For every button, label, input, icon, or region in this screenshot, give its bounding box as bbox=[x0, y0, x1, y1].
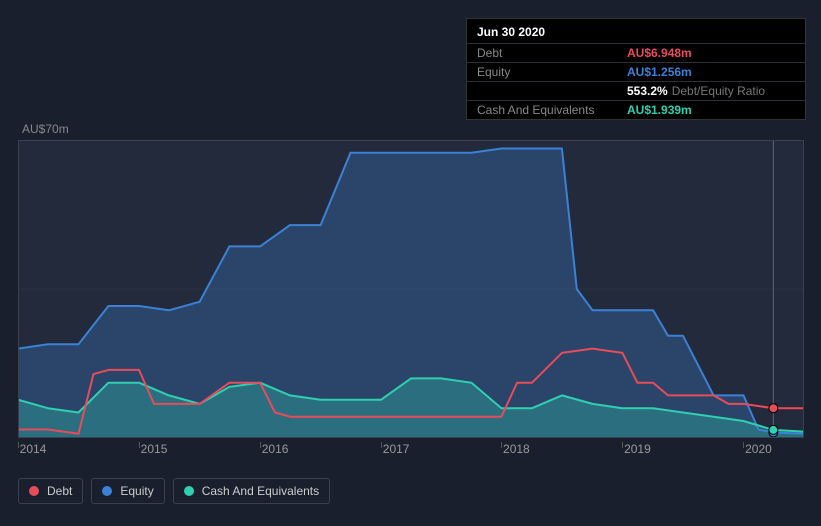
tooltip-row-value: AU$6.948m bbox=[627, 46, 692, 60]
x-tick-mark bbox=[743, 442, 744, 448]
x-tick-mark bbox=[622, 442, 623, 448]
x-axis-tick-label: 2017 bbox=[383, 442, 410, 456]
x-tick-mark bbox=[381, 442, 382, 448]
tooltip-row-label: Equity bbox=[477, 65, 627, 79]
legend-item-debt[interactable]: Debt bbox=[18, 478, 83, 504]
tooltip-row: Cash And EquivalentsAU$1.939m bbox=[467, 100, 805, 119]
x-axis: 2014 2015 2016 2017 2018 2019 2020 bbox=[18, 442, 804, 462]
tooltip-date: Jun 30 2020 bbox=[467, 19, 805, 43]
tooltip-row-label bbox=[477, 84, 627, 98]
legend-item-label: Cash And Equivalents bbox=[202, 484, 319, 498]
x-axis-tick-label: 2016 bbox=[262, 442, 289, 456]
legend-swatch-icon bbox=[184, 486, 194, 496]
legend-swatch-icon bbox=[102, 486, 112, 496]
legend-item-label: Equity bbox=[120, 484, 153, 498]
legend-item-equity[interactable]: Equity bbox=[91, 478, 164, 504]
tooltip-row: EquityAU$1.256m bbox=[467, 62, 805, 81]
legend-item-cash-and-equivalents[interactable]: Cash And Equivalents bbox=[173, 478, 330, 504]
tooltip-row-value: 553.2% bbox=[627, 84, 668, 98]
chart-tooltip: Jun 30 2020 DebtAU$6.948mEquityAU$1.256m… bbox=[466, 18, 806, 120]
x-tick-mark bbox=[18, 442, 19, 448]
x-tick-mark bbox=[260, 442, 261, 448]
chart-legend: Debt Equity Cash And Equivalents bbox=[18, 478, 330, 504]
tooltip-row: 553.2% Debt/Equity Ratio bbox=[467, 81, 805, 100]
tooltip-row: DebtAU$6.948m bbox=[467, 43, 805, 62]
y-axis-label-top: AU$70m bbox=[22, 122, 69, 136]
x-axis-tick-label: 2019 bbox=[624, 442, 651, 456]
tooltip-row-value: AU$1.939m bbox=[627, 103, 692, 117]
legend-item-label: Debt bbox=[47, 484, 72, 498]
x-tick-mark bbox=[139, 442, 140, 448]
tooltip-row-label: Debt bbox=[477, 46, 627, 60]
chart-svg bbox=[18, 140, 804, 438]
chart-plot-area[interactable] bbox=[18, 140, 804, 438]
tooltip-row-extra: Debt/Equity Ratio bbox=[672, 84, 765, 98]
x-tick-mark bbox=[501, 442, 502, 448]
x-axis-tick-label: 2015 bbox=[141, 442, 168, 456]
legend-swatch-icon bbox=[29, 486, 39, 496]
x-axis-tick-label: 2014 bbox=[20, 442, 47, 456]
tooltip-row-value: AU$1.256m bbox=[627, 65, 692, 79]
x-axis-tick-label: 2020 bbox=[745, 442, 772, 456]
tooltip-row-label: Cash And Equivalents bbox=[477, 103, 627, 117]
x-axis-tick-label: 2018 bbox=[503, 442, 530, 456]
